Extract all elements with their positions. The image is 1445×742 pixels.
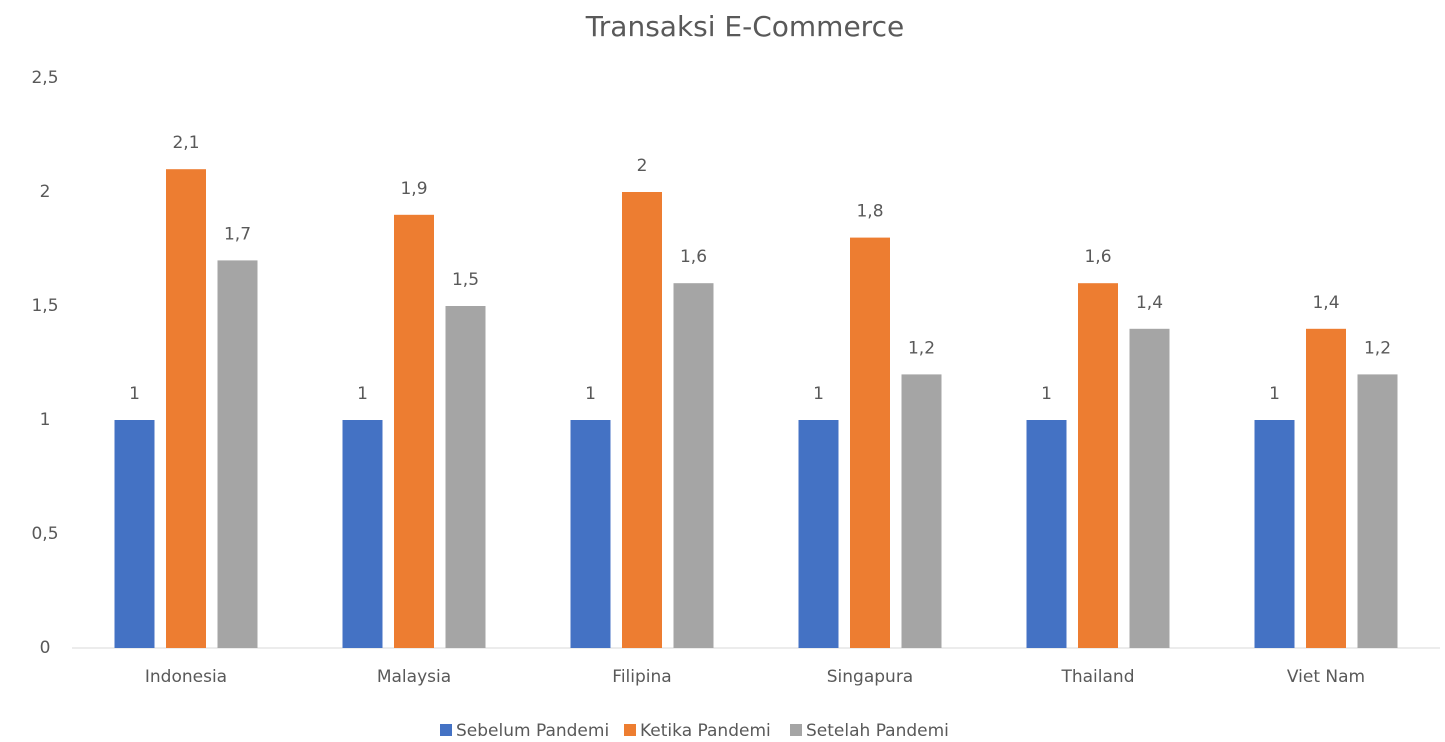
legend-swatch	[790, 724, 802, 736]
bar	[850, 237, 890, 648]
x-tick-label: Viet Nam	[1287, 667, 1365, 687]
x-tick-label: Singapura	[827, 667, 913, 687]
bar	[1357, 374, 1398, 648]
bar	[570, 420, 611, 648]
legend-label: Setelah Pandemi	[806, 721, 949, 741]
data-label: 1,7	[224, 224, 251, 244]
y-tick-label: 2	[40, 182, 51, 202]
x-tick-label: Malaysia	[377, 667, 451, 687]
bar	[217, 260, 258, 648]
legend-swatch	[624, 724, 636, 736]
y-tick-label: 0,5	[31, 524, 58, 544]
data-label: 1,4	[1136, 293, 1163, 313]
bar	[1129, 328, 1170, 648]
data-label: 1,4	[1312, 293, 1339, 313]
data-label: 1,8	[856, 202, 883, 222]
data-label: 1,5	[452, 270, 479, 290]
bar	[673, 283, 714, 648]
bar	[394, 214, 434, 649]
bar	[1254, 420, 1295, 648]
data-label: 2,1	[172, 133, 199, 153]
y-tick-label: 1	[40, 410, 51, 430]
bar	[445, 306, 486, 648]
legend-label: Sebelum Pandemi	[456, 721, 609, 741]
x-tick-label: Indonesia	[145, 667, 227, 687]
data-label: 1,6	[680, 247, 707, 267]
bar	[798, 420, 839, 648]
y-tick-label: 2,5	[31, 68, 58, 88]
data-label: 1	[1041, 384, 1052, 404]
data-label: 1	[585, 384, 596, 404]
bar	[342, 420, 383, 648]
data-label: 1,9	[400, 179, 427, 199]
bar	[622, 192, 662, 648]
bar	[1306, 328, 1346, 648]
x-tick-label: Thailand	[1060, 667, 1134, 687]
data-label: 1	[357, 384, 368, 404]
bar	[901, 374, 942, 648]
data-label: 2	[637, 156, 648, 176]
x-tick-label: Filipina	[612, 667, 671, 687]
bar	[1026, 420, 1067, 648]
bar	[166, 169, 206, 648]
data-label: 1,2	[1364, 338, 1391, 358]
data-label: 1	[813, 384, 824, 404]
y-tick-label: 0	[40, 638, 51, 658]
data-label: 1,2	[908, 338, 935, 358]
data-label: 1	[129, 384, 140, 404]
chart-title: Transaksi E-Commerce	[585, 10, 904, 43]
legend-label: Ketika Pandemi	[640, 721, 771, 741]
data-label: 1	[1269, 384, 1280, 404]
y-tick-label: 1,5	[31, 296, 58, 316]
bar	[114, 420, 155, 648]
legend-swatch	[440, 724, 452, 736]
data-label: 1,6	[1084, 247, 1111, 267]
bar	[1078, 283, 1118, 648]
